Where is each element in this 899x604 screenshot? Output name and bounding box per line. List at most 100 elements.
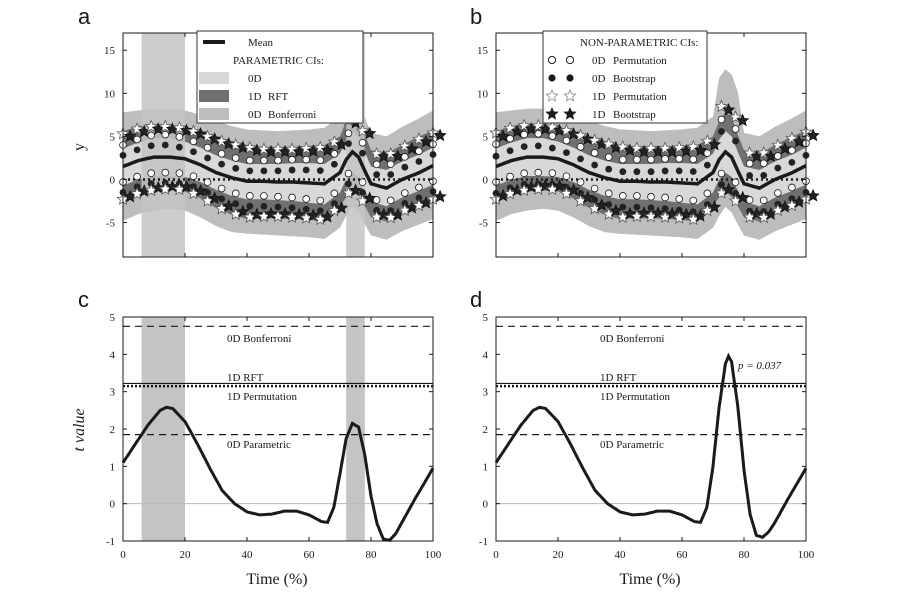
marker-filled-star bbox=[792, 134, 806, 148]
marker-open-circle bbox=[788, 146, 796, 155]
marker-filled-circle bbox=[246, 167, 254, 175]
panel-label-a: a bbox=[78, 4, 91, 29]
marker-open-circle bbox=[161, 168, 170, 177]
y-axis-title-bottom: t value bbox=[71, 408, 88, 451]
marker-filled-star bbox=[348, 183, 363, 197]
marker-open-circle bbox=[633, 192, 641, 200]
marker-open-circle bbox=[415, 147, 423, 155]
marker-open-circle bbox=[288, 155, 296, 164]
y-tick-label: 15 bbox=[104, 45, 116, 57]
x-tick-label: 80 bbox=[366, 549, 378, 561]
marker-open-circle bbox=[619, 155, 627, 164]
marker-open-circle bbox=[203, 178, 212, 186]
marker-open-circle bbox=[147, 131, 155, 140]
marker-filled-circle bbox=[260, 167, 268, 175]
marker-open-circle bbox=[161, 130, 170, 139]
marker-filled-circle bbox=[345, 180, 352, 188]
legend-b-title: NON-PARAMETRIC CIs: bbox=[580, 37, 698, 49]
y-tick-label: 10 bbox=[104, 88, 116, 100]
marker-open-circle bbox=[231, 154, 240, 162]
legend-a-row1-tag: 0D bbox=[248, 73, 262, 85]
marker-filled-circle bbox=[401, 199, 409, 207]
suprathreshold-region bbox=[346, 317, 365, 541]
marker-open-circle bbox=[774, 152, 782, 160]
mean-curve bbox=[122, 149, 434, 190]
marker-filled-star bbox=[707, 200, 722, 213]
marker-filled-circle bbox=[718, 181, 725, 189]
marker-filled-circle bbox=[204, 154, 211, 162]
marker-filled-circle bbox=[591, 161, 599, 169]
marker-open-circle bbox=[562, 172, 571, 181]
marker-filled-star bbox=[405, 141, 419, 155]
marker-filled-star bbox=[623, 206, 637, 220]
y-tick-label: 5 bbox=[483, 312, 489, 324]
marker-filled-star bbox=[419, 134, 433, 148]
y-tick-label: 3 bbox=[110, 387, 116, 399]
marker-open-circle bbox=[217, 149, 226, 158]
marker-filled-circle bbox=[302, 205, 310, 213]
marker-open-circle bbox=[506, 134, 514, 143]
marker-open-star bbox=[672, 140, 686, 154]
marker-filled-circle bbox=[387, 171, 395, 178]
marker-filled-star bbox=[736, 113, 750, 127]
x-tick-label: 100 bbox=[425, 549, 442, 561]
marker-open-circle bbox=[576, 178, 585, 186]
marker-open-circle bbox=[717, 115, 726, 124]
marker-filled-star bbox=[806, 188, 820, 202]
panel-b: -5 0 5 10 15 bbox=[477, 32, 820, 258]
marker-filled-star bbox=[552, 178, 567, 192]
marker-filled-star bbox=[433, 128, 447, 142]
marker-open-circle bbox=[759, 159, 768, 168]
legend-a-swatch-rft bbox=[199, 90, 229, 102]
marker-filled-star bbox=[581, 132, 595, 145]
marker-open-circle bbox=[344, 129, 353, 138]
legend-b-markers bbox=[545, 55, 577, 120]
marker-filled-circle bbox=[232, 164, 240, 172]
marker-filled-circle bbox=[288, 166, 296, 174]
marker-open-circle bbox=[316, 196, 325, 205]
panel-label-c: c bbox=[78, 287, 89, 312]
marker-open-circle bbox=[661, 155, 669, 163]
marker-filled-star bbox=[363, 191, 377, 205]
marker-filled-star bbox=[721, 182, 736, 196]
marker-open-star bbox=[327, 135, 342, 148]
marker-open-circle bbox=[703, 189, 712, 198]
marker-open-star bbox=[531, 118, 546, 132]
marker-open-circle bbox=[774, 189, 782, 197]
marker-filled-circle bbox=[274, 167, 282, 175]
marker-open-circle bbox=[288, 193, 296, 202]
marker-open-circle bbox=[175, 169, 184, 177]
marker-open-circle bbox=[675, 154, 683, 163]
marker-filled-circle bbox=[345, 140, 352, 147]
marker-filled-star bbox=[179, 123, 194, 137]
marker-open-circle bbox=[246, 192, 254, 200]
marker-open-circle bbox=[576, 143, 585, 151]
marker-filled-circle bbox=[302, 166, 310, 174]
panel-label-d: d bbox=[470, 287, 482, 312]
marker-filled-circle bbox=[133, 146, 141, 154]
panel-label-b: b bbox=[470, 4, 482, 29]
panel-a: -5 0 5 10 15 bbox=[104, 32, 447, 258]
marker-open-circle bbox=[520, 130, 528, 139]
marker-open-circle bbox=[401, 189, 409, 197]
marker-open-circle bbox=[358, 139, 367, 147]
marker-open-star bbox=[200, 129, 215, 143]
marker-filled-star bbox=[581, 190, 595, 204]
marker-filled-star bbox=[707, 137, 722, 151]
marker-filled-star bbox=[721, 102, 736, 116]
x-tick-label: 0 bbox=[120, 549, 126, 561]
marker-filled-star bbox=[496, 129, 510, 143]
x-tick-label: 60 bbox=[304, 549, 316, 561]
x-tick-label: 40 bbox=[242, 549, 254, 561]
marker-open-circle bbox=[590, 149, 599, 157]
marker-open-circle bbox=[189, 137, 198, 146]
marker-filled-circle bbox=[246, 202, 254, 210]
marker-filled-circle bbox=[661, 205, 669, 213]
marker-filled-circle bbox=[161, 141, 169, 149]
marker-open-star bbox=[172, 120, 187, 134]
marker-filled-circle bbox=[401, 163, 409, 171]
marker-open-star bbox=[158, 119, 173, 133]
marker-filled-circle bbox=[274, 203, 282, 211]
threshold-label-parametric-c: 0D Parametric bbox=[227, 439, 291, 451]
marker-open-circle bbox=[386, 160, 395, 168]
